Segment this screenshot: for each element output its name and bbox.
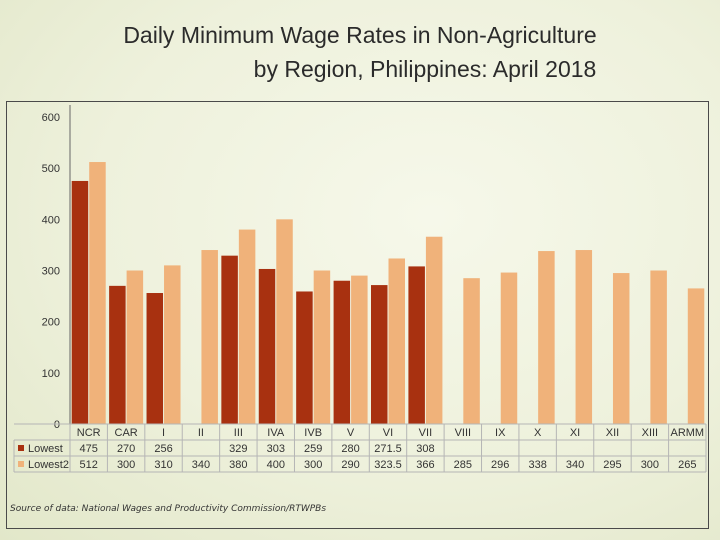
source-note: Source of data: National Wages and Produ… — [10, 504, 327, 514]
bar-lowest2 — [425, 236, 443, 424]
bar-lowest2 — [313, 270, 331, 424]
legend-label: Lowest2 — [28, 459, 69, 471]
bar-lowest2 — [126, 270, 144, 424]
chart-frame — [6, 101, 709, 529]
bar-lowest2 — [201, 250, 218, 424]
bar-lowest2 — [538, 251, 555, 424]
bar-lowest2 — [650, 270, 667, 424]
data-label: 329 — [229, 443, 247, 455]
data-label: 271.5 — [374, 443, 402, 455]
data-label: 296 — [491, 459, 509, 471]
data-label: 338 — [528, 459, 546, 471]
data-label: 400 — [267, 459, 285, 471]
data-label: 512 — [80, 459, 98, 471]
y-tick-label: 400 — [42, 214, 60, 226]
data-label: 300 — [117, 459, 135, 471]
bar-lowest2 — [388, 258, 405, 424]
bar-lowest2 — [89, 162, 106, 424]
x-tick-label: II — [198, 427, 204, 439]
data-label: 300 — [304, 459, 322, 471]
y-tick-label: 200 — [42, 317, 60, 329]
bar-lowest — [371, 285, 388, 424]
bar-lowest — [109, 285, 126, 424]
legend-key-lowest — [18, 445, 24, 451]
y-tick-label: 100 — [42, 368, 60, 380]
x-tick-label: IVA — [267, 427, 285, 439]
data-label: 340 — [192, 459, 210, 471]
data-label: 323.5 — [374, 459, 402, 471]
data-label: 290 — [341, 459, 359, 471]
bar-lowest2 — [500, 272, 518, 424]
y-tick-label: 300 — [42, 266, 60, 278]
bar-lowest — [71, 180, 89, 424]
data-label: 475 — [80, 443, 98, 455]
x-tick-label: CAR — [115, 427, 138, 439]
bar-lowest — [258, 268, 276, 424]
bar-lowest2 — [164, 265, 181, 424]
bar-lowest2 — [238, 229, 256, 424]
bar-lowest2 — [575, 250, 593, 424]
x-tick-label: IVB — [304, 427, 322, 439]
bar-lowest2 — [463, 278, 480, 424]
x-tick-label: VI — [383, 427, 393, 439]
bar-lowest2 — [612, 273, 630, 424]
chart-title: Daily Minimum Wage Rates in Non-Agricult… — [40, 18, 680, 86]
data-label: 300 — [641, 459, 659, 471]
bar-lowest — [221, 255, 238, 424]
x-tick-label: III — [234, 427, 243, 439]
bar-lowest — [333, 280, 351, 424]
data-label: 340 — [566, 459, 584, 471]
data-label: 295 — [603, 459, 621, 471]
x-tick-label: XII — [606, 427, 619, 439]
legend-key-lowest2 — [18, 461, 24, 467]
title-line-2: by Region, Philippines: April 2018 — [253, 56, 597, 82]
data-label: 270 — [117, 443, 135, 455]
x-tick-label: VIII — [455, 427, 472, 439]
data-label: 310 — [154, 459, 172, 471]
bar-lowest2 — [351, 275, 368, 424]
data-label: 280 — [341, 443, 359, 455]
data-label: 308 — [416, 443, 434, 455]
legend-label: Lowest — [28, 443, 63, 455]
y-tick-label: 600 — [42, 112, 60, 124]
data-label: 380 — [229, 459, 247, 471]
x-tick-label: I — [162, 427, 165, 439]
x-tick-label: NCR — [77, 427, 101, 439]
data-label: 256 — [154, 443, 172, 455]
bar-lowest2 — [276, 219, 293, 424]
x-tick-label: V — [347, 427, 355, 439]
x-tick-label: IX — [495, 427, 506, 439]
title-line-1: Daily Minimum Wage Rates in Non-Agricult… — [123, 22, 597, 48]
y-tick-label: 0 — [54, 419, 60, 431]
y-tick-label: 500 — [42, 163, 60, 175]
bar-lowest — [296, 291, 313, 424]
data-label: 259 — [304, 443, 322, 455]
x-tick-label: X — [534, 427, 542, 439]
data-label: 303 — [267, 443, 285, 455]
data-label: 285 — [454, 459, 472, 471]
x-tick-label: XIII — [642, 427, 659, 439]
data-label: 265 — [678, 459, 696, 471]
x-tick-label: ARMM — [670, 427, 704, 439]
bar-lowest — [408, 266, 425, 424]
x-tick-label: VII — [419, 427, 432, 439]
data-label: 366 — [416, 459, 434, 471]
x-tick-label: XI — [570, 427, 580, 439]
bar-lowest — [146, 293, 164, 424]
bar-lowest2 — [687, 288, 705, 424]
